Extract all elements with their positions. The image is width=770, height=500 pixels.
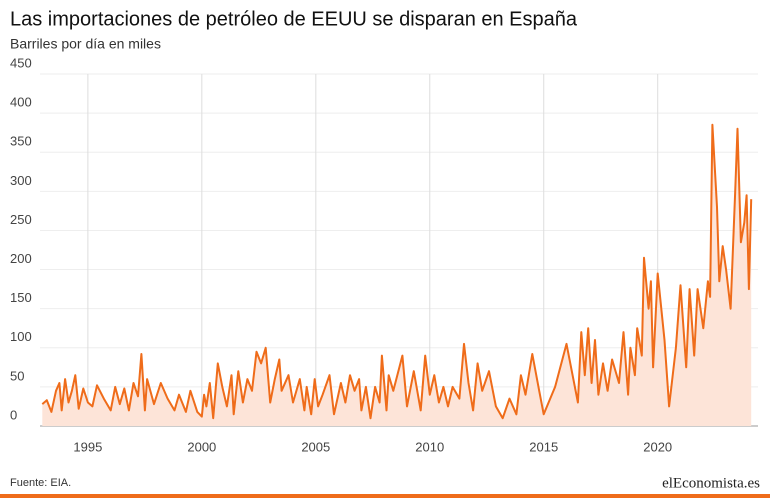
x-tick-label: 2010 [415, 439, 444, 454]
chart-subtitle: Barriles por día en miles [10, 36, 161, 52]
y-tick-label: 350 [10, 134, 32, 149]
footer-bar [0, 494, 770, 498]
y-tick-label: 300 [10, 173, 32, 188]
source: Fuente: EIA. [10, 477, 71, 489]
area [42, 124, 752, 427]
x-tick-label: 1995 [73, 439, 102, 454]
y-tick-label: 50 [10, 368, 24, 383]
x-tick-label: 2015 [529, 439, 558, 454]
line [41, 123, 753, 420]
logo: elEconomista.es [662, 475, 760, 491]
y-tick-label: 400 [10, 95, 32, 110]
y-tick-label: 100 [10, 329, 32, 344]
x-tick-label: 2005 [301, 439, 330, 454]
y-tick-label: 250 [10, 212, 32, 227]
x-tick-label: 2000 [187, 439, 216, 454]
y-tick-label: 150 [10, 290, 32, 305]
y-tick-label: 0 [10, 407, 17, 422]
y-tick-label: 450 [10, 55, 32, 70]
y-tick-label: 200 [10, 251, 32, 266]
chart-title: Las importaciones de petróleo de EEUU se… [10, 8, 578, 30]
x-tick-label: 2020 [643, 439, 672, 454]
